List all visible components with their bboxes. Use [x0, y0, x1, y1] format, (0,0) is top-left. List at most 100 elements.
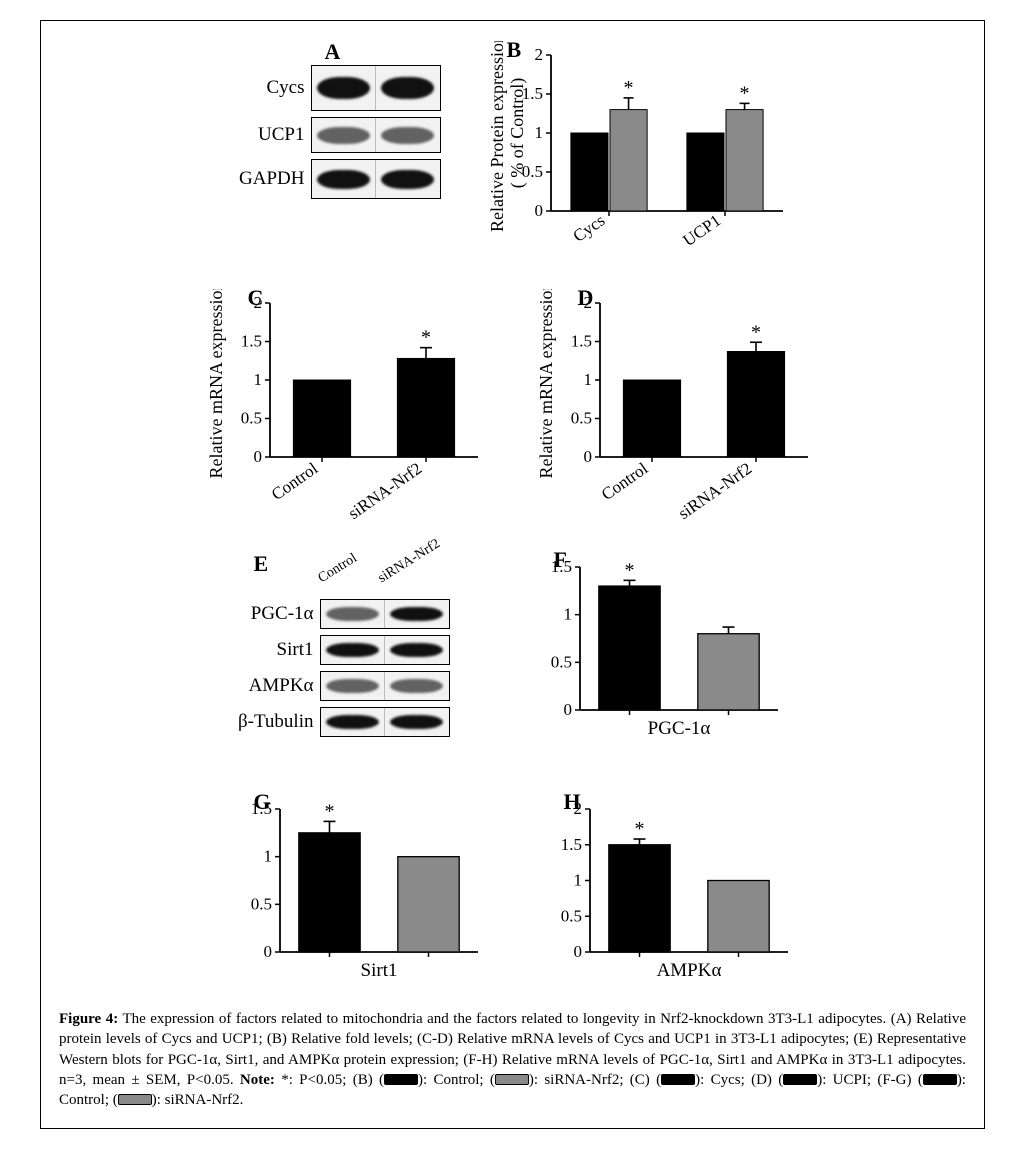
svg-text:0: 0 [534, 201, 543, 220]
figure-container: A Cycs UCP1 GAPDH [40, 20, 985, 1129]
svg-text:Control: Control [267, 459, 321, 505]
svg-text:Cycs: Cycs [569, 211, 608, 246]
svg-text:0: 0 [583, 447, 592, 466]
panel-letter-e: E [254, 551, 269, 577]
wb-row: AMPKα [228, 671, 488, 701]
svg-text:AMPKα: AMPKα [656, 960, 721, 981]
panel-letter-f: F [554, 547, 567, 573]
chart-g: 00.511.5*Sirt1 [218, 797, 498, 1002]
blot-bands [311, 117, 441, 153]
note-star: *: P<0.05; [281, 1072, 353, 1088]
panel-letter-b: B [507, 37, 522, 63]
svg-text:1: 1 [563, 605, 572, 624]
svg-text:0.5: 0.5 [550, 652, 571, 671]
svg-text:0: 0 [263, 942, 272, 961]
svg-text:0: 0 [563, 700, 572, 719]
svg-text:Relative mRNA expression: Relative mRNA expression [536, 289, 556, 478]
legend-text: ): UCPI; (F-G) ( [817, 1072, 923, 1088]
svg-text:2: 2 [534, 45, 543, 64]
panel-e: E Control siRNA-Nrf2 PGC-1α Sirt1 AMPKα [228, 555, 488, 785]
svg-text:*: * [634, 818, 644, 840]
svg-text:Relative Protein expression: Relative Protein expression [487, 41, 507, 232]
svg-text:1.5: 1.5 [240, 332, 261, 351]
svg-text:1: 1 [263, 847, 272, 866]
panel-letter-c: C [248, 285, 264, 311]
svg-text:siRNA-Nrf2: siRNA-Nrf2 [344, 459, 425, 523]
panel-letter-g: G [254, 789, 271, 815]
wb-row: GAPDH [233, 159, 453, 199]
blot-bands [311, 159, 441, 199]
panel-f: F 00.511.5*PGC-1α [518, 555, 798, 755]
figure-number: Figure 4: [59, 1011, 118, 1027]
blot-bands [320, 671, 450, 701]
blot-bands [320, 635, 450, 665]
svg-text:1: 1 [573, 871, 582, 890]
blot-bands [320, 707, 450, 737]
legend-text: ): siRNA-Nrf2. [152, 1092, 244, 1108]
legend-swatch-gray [495, 1074, 529, 1085]
chart-c: 00.511.52Relative mRNA expressionControl… [198, 289, 498, 544]
legend-text: (B) ( [353, 1072, 384, 1088]
legend-text: ): siRNA-Nrf2; (C) ( [529, 1072, 661, 1088]
svg-text:siRNA-Nrf2: siRNA-Nrf2 [674, 459, 755, 523]
wb-row: β-Tubulin [228, 707, 488, 737]
chart-f: 00.511.5*PGC-1α [518, 555, 798, 760]
svg-text:*: * [421, 327, 431, 349]
svg-text:*: * [623, 77, 633, 99]
legend-text: ): Control; ( [418, 1072, 495, 1088]
blot-col-header: Control [315, 551, 360, 587]
wb-label: PGC-1α [228, 603, 320, 625]
panel-g: G 00.511.5*Sirt1 [218, 797, 498, 997]
legend-swatch-black [923, 1074, 957, 1085]
svg-text:*: * [324, 800, 334, 822]
svg-text:1: 1 [534, 123, 543, 142]
svg-text:1.5: 1.5 [560, 835, 581, 854]
figure-panels: A Cycs UCP1 GAPDH [59, 41, 966, 997]
panel-d: D 00.511.52Relative mRNA expressionContr… [528, 289, 828, 519]
svg-text:( % of Control): ( % of Control) [507, 78, 528, 188]
svg-text:0.5: 0.5 [240, 409, 261, 428]
svg-text:PGC-1α: PGC-1α [647, 718, 710, 739]
svg-text:1: 1 [253, 370, 262, 389]
svg-text:1.5: 1.5 [570, 332, 591, 351]
panel-c: C 00.511.52Relative mRNA expressionContr… [198, 289, 498, 519]
panel-letter-h: H [564, 789, 581, 815]
svg-text:*: * [624, 559, 634, 581]
legend-swatch-black [783, 1074, 817, 1085]
wb-label: GAPDH [233, 168, 311, 190]
wb-row: UCP1 [233, 117, 453, 153]
note-label: Note: [240, 1072, 281, 1088]
wb-row: PGC-1α [228, 599, 488, 629]
svg-text:0.5: 0.5 [560, 906, 581, 925]
svg-text:0: 0 [573, 942, 582, 961]
wb-label: β-Tubulin [228, 711, 320, 733]
wb-row: Cycs [233, 65, 453, 111]
chart-b: 00.511.52Relative Protein expression( % … [483, 41, 793, 291]
wb-label: UCP1 [233, 124, 311, 146]
legend-text: ): Cycs; (D) ( [695, 1072, 783, 1088]
panel-a: A Cycs UCP1 GAPDH [233, 41, 453, 231]
panel-letter-d: D [578, 285, 594, 311]
svg-text:0: 0 [253, 447, 262, 466]
chart-h: 00.511.52*AMPKα [528, 797, 808, 1002]
svg-text:1: 1 [583, 370, 592, 389]
panel-h: H 00.511.52*AMPKα [528, 797, 808, 997]
svg-text:UCP1: UCP1 [679, 211, 724, 250]
legend-swatch-black [661, 1074, 695, 1085]
wb-label: AMPKα [228, 675, 320, 697]
panel-letter-a: A [325, 39, 341, 65]
chart-d: 00.511.52Relative mRNA expressionControl… [528, 289, 828, 544]
wb-label: Cycs [233, 77, 311, 99]
svg-text:Relative mRNA expression: Relative mRNA expression [206, 289, 226, 478]
legend-swatch-black [384, 1074, 418, 1085]
svg-text:*: * [751, 321, 761, 343]
svg-text:Control: Control [597, 459, 651, 505]
svg-text:0.5: 0.5 [570, 409, 591, 428]
panel-b: B 00.511.52Relative Protein expression( … [483, 41, 793, 251]
legend-swatch-gray [118, 1094, 152, 1105]
blot-bands [320, 599, 450, 629]
svg-text:*: * [739, 82, 749, 104]
wb-label: Sirt1 [228, 639, 320, 661]
wb-row: Sirt1 [228, 635, 488, 665]
figure-caption: Figure 4: The expression of factors rela… [59, 1009, 966, 1110]
